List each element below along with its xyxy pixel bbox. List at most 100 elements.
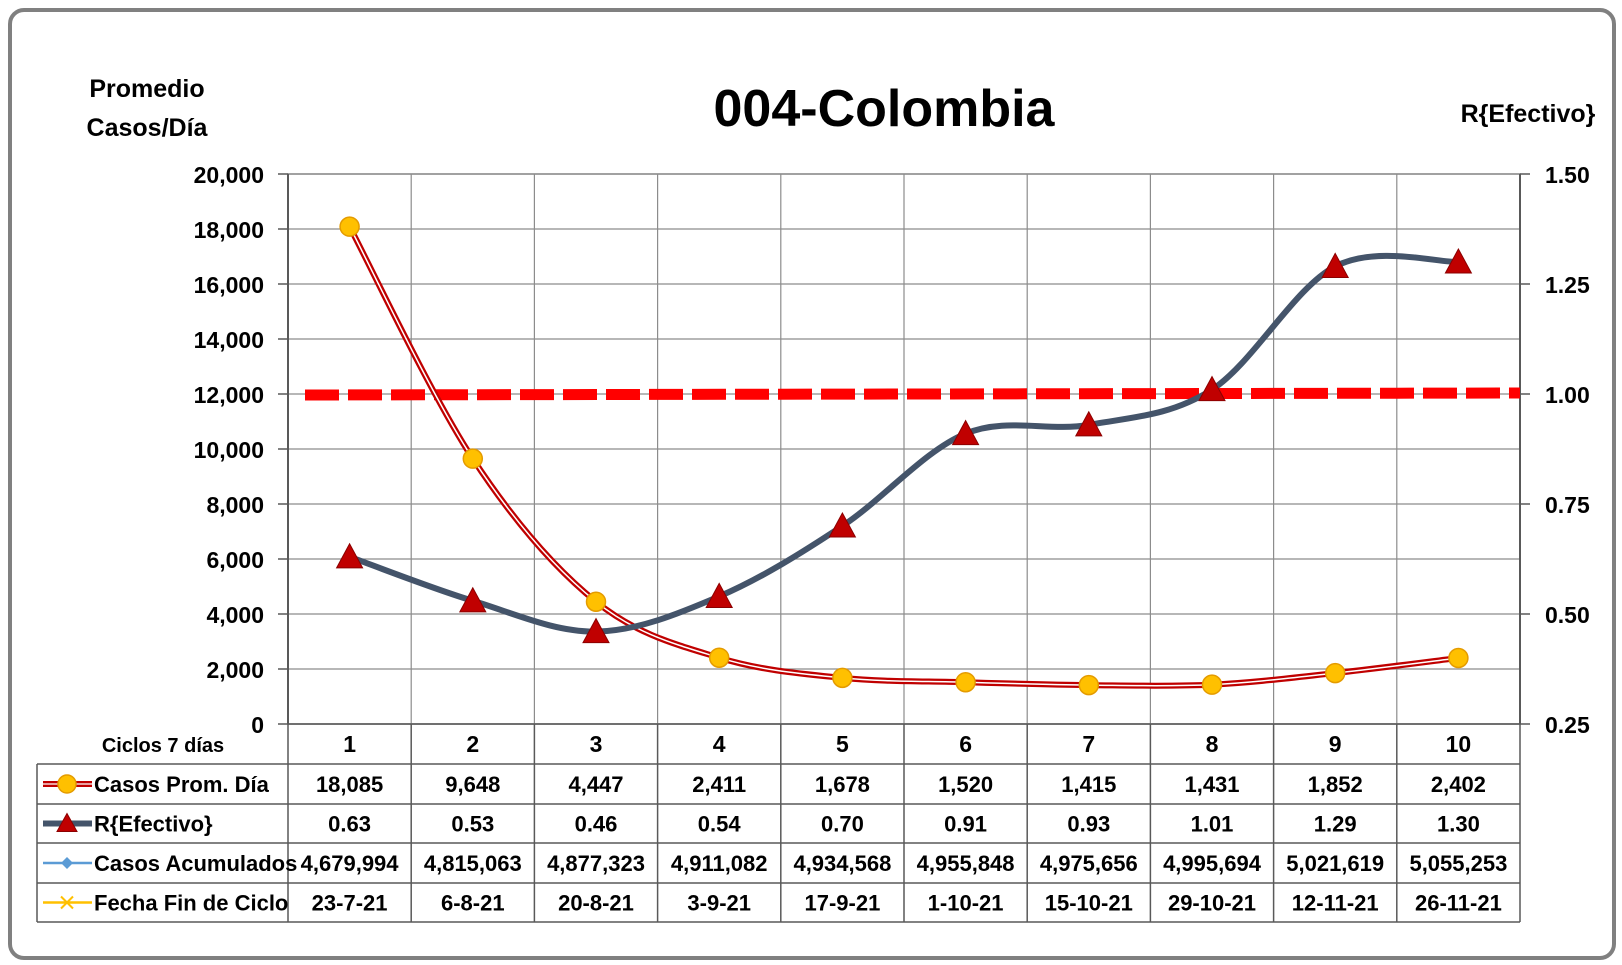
table-cell-value: 4,447 [568,772,623,797]
table-cell-value: 2,411 [692,772,746,797]
x-category-label: 9 [1329,731,1342,757]
y-left-tick-label: 6,000 [206,547,264,573]
table-cell-value: 0.63 [328,812,371,837]
table-cell-value: 0.53 [451,812,494,837]
table-cell-value: 0.54 [698,812,742,837]
y-right-label: R{Efectivo} [1461,100,1596,128]
marker-casos-prom-dia [832,667,853,689]
marker-casos-prom-dia [1324,662,1346,684]
y-left-tick-label: 14,000 [194,327,264,353]
x-category-label: 5 [836,731,849,757]
table-cell-value: 1,852 [1308,772,1363,797]
table-header-label: Ciclos 7 días [102,735,224,757]
table-cell-value: 1.30 [1437,812,1480,837]
legend-key-fecha-fin-de-ciclo-marker [60,895,74,910]
chart-frame [8,8,1616,960]
x-category-label: 6 [959,731,972,757]
y-left-tick-label: 0 [251,712,264,738]
marker-casos-prom-dia [708,647,730,668]
reference-line-layer [304,387,1521,401]
y-left-tick-label: 2,000 [206,657,264,683]
table-cell-value: 26-11-21 [1415,891,1502,916]
table-cell-value: 4,934,568 [793,851,891,876]
series-layer [335,216,1473,696]
legend-key-casos-prom-d-a-marker [57,774,77,794]
y-right-tick-label: 1.50 [1545,162,1590,188]
table-cell-value: 15-10-21 [1045,891,1133,916]
table-cell-value: 3-9-21 [687,891,751,916]
table-cell-value: 0.70 [821,812,864,837]
legend-key-r-efectivo-marker [56,812,78,832]
table-cell-value: 4,877,323 [547,851,645,876]
chart-title: 004-Colombia [714,80,1056,138]
x-category-label: 3 [590,731,603,757]
marker-r-efectivo [1198,375,1226,402]
marker-r-efectivo [1321,252,1350,278]
y-left-tick-label: 10,000 [194,437,264,463]
table-cell-value: 0.46 [575,812,618,837]
table-cell-value: 1,678 [815,772,870,797]
marker-r-efectivo [458,586,487,613]
marker-r-efectivo [1074,410,1103,437]
marker-r-efectivo [828,511,857,538]
marker-casos-prom-dia [462,448,484,469]
x-category-label: 2 [466,731,479,757]
table-cell-value: 18,085 [316,772,383,797]
table-cell-value: 12-11-21 [1292,891,1379,916]
table-cell-value: 17-9-21 [804,891,880,916]
table-cell-value: 4,679,994 [301,851,400,876]
marker-casos-prom-dia [1078,674,1100,696]
x-category-label: 1 [343,731,356,757]
table-cell-value: 1,520 [938,772,993,797]
y-left-tick-label: 4,000 [206,602,264,628]
table-cell-value: 6-8-21 [441,891,505,916]
marker-r-efectivo [335,542,364,569]
marker-r-efectivo [1444,247,1473,274]
legend-key-casos-acumulados-marker [61,857,73,869]
table-cell-value: 0.91 [944,812,987,837]
marker-r-efectivo [951,419,980,446]
marker-casos-prom-dia [339,216,360,237]
table-cell-value: 4,955,848 [917,851,1015,876]
table-row-label: Casos Prom. Día [94,772,270,797]
y-right-tick-label: 1.25 [1545,272,1590,298]
table-cell-value: 4,995,694 [1163,851,1262,876]
table-row-label: Casos Acumulados [94,851,297,876]
marker-r-efectivo [705,582,734,608]
marker-casos-prom-dia [955,671,976,693]
table-row-label: Fecha Fin de Ciclo [94,891,288,916]
marker-r-efectivo [582,617,610,644]
marker-casos-prom-dia [1201,674,1223,695]
table-cell-value: 1,415 [1061,772,1116,797]
table-cell-value: 4,815,063 [424,851,522,876]
y-left-label-line-2: Casos/Día [87,114,209,142]
table-cell-value: 23-7-21 [312,891,388,916]
x-category-label: 4 [713,731,726,757]
table-cell-value: 2,402 [1431,772,1486,797]
table-cell-value: 1.01 [1191,812,1234,837]
table-cell-value: 5,055,253 [1409,851,1507,876]
y-left-tick-label: 12,000 [194,382,264,408]
y-left-tick-label: 8,000 [206,492,264,518]
series-line-r-efectivo [348,252,1459,635]
table-cell-value: 1.29 [1314,812,1357,837]
table-cell-value: 9,648 [445,772,500,797]
series-line-casos-prom-dia-inner [348,226,1459,687]
table-cell-value: 1-10-21 [928,891,1004,916]
table-cell-value: 1,431 [1184,772,1239,797]
marker-casos-prom-dia [585,591,607,612]
table-cell-value: 4,975,656 [1040,851,1138,876]
y-left-tick-label: 20,000 [194,162,264,188]
table-cell-value: 5,021,619 [1286,851,1384,876]
table-cell-value: 4,911,082 [671,851,768,876]
y-right-tick-label: 1.00 [1545,382,1590,408]
table-row-label: R{Efectivo} [94,812,213,837]
data-table: Ciclos 7 días 1 2 3 4 5 6 7 8 9 10 Casos Prom. Día 1… [36,723,1521,923]
axis-layer: 0 2,000 4,000 6,000 8,000 10,000 12,000 14,000 1… [194,162,1590,738]
y-left-label-line-1: Promedio [89,75,204,103]
x-category-label: 7 [1082,731,1095,757]
x-category-label: 8 [1206,731,1219,757]
table-cell-value: 20-8-21 [558,891,634,916]
marker-casos-prom-dia [1448,647,1469,669]
table-cell-value: 0.93 [1067,812,1110,837]
